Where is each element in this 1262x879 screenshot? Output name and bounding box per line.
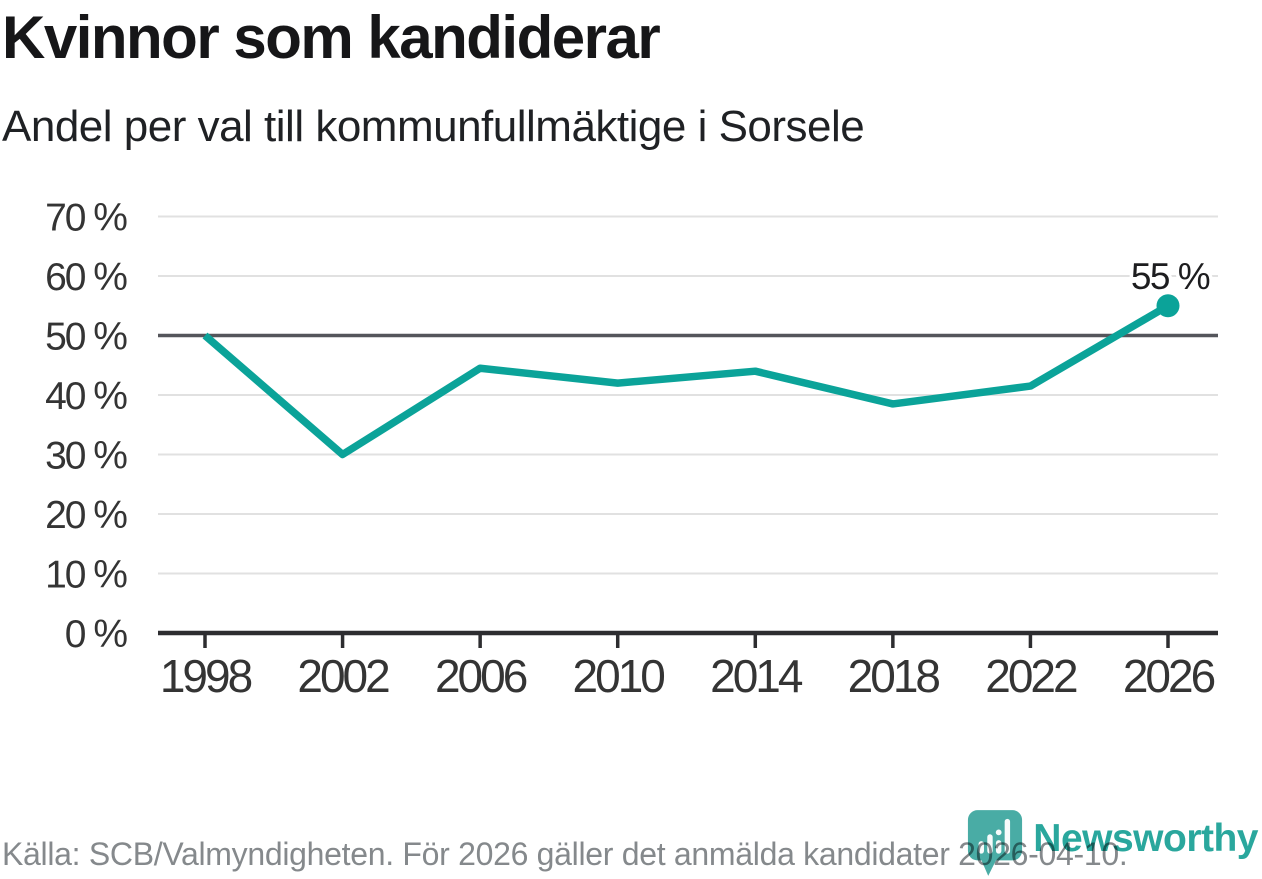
x-tick-label: 2018 xyxy=(848,650,940,702)
chart-title: Kvinnor som kandiderar xyxy=(2,4,661,71)
chart-subtitle: Andel per val till kommunfullmäktige i S… xyxy=(2,102,865,151)
x-tick-label: 2026 xyxy=(1123,650,1215,702)
data-line xyxy=(202,302,1170,459)
x-tick-label: 2010 xyxy=(573,650,665,702)
y-tick-label: 50 % xyxy=(45,316,127,359)
y-tick-label: 10 % xyxy=(45,554,127,597)
x-tick-label: 2022 xyxy=(985,650,1077,702)
newsworthy-wordmark: Newsworthy xyxy=(1033,817,1258,860)
x-tick-label: 2006 xyxy=(435,650,527,702)
x-tick-label: 2014 xyxy=(710,650,803,702)
x-tick-label: 1998 xyxy=(160,650,252,702)
end-value-label: 55 % xyxy=(1131,256,1210,297)
newsworthy-bubble-icon xyxy=(968,810,1023,876)
y-tick-label: 30 % xyxy=(45,435,127,478)
x-tick-label: 2002 xyxy=(297,650,389,702)
line-chart: 0 % 10 % 20 % 30 % 40 % 50 % 60 % 70 % 1998 2002 2… xyxy=(0,195,1262,710)
y-tick-label: 70 % xyxy=(45,197,127,240)
y-tick-label: 60 % xyxy=(45,256,127,299)
last-point-marker xyxy=(1156,294,1180,318)
y-tick-label: 40 % xyxy=(45,375,127,418)
y-tick-label: 20 % xyxy=(45,494,127,537)
y-tick-label: 0 % xyxy=(65,613,128,656)
source-note: Källa: SCB/Valmyndigheten. För 2026 gäll… xyxy=(2,836,1128,872)
line-chart-canvas: 0 % 10 % 20 % 30 % 40 % 50 % 60 % 70 % 1998 2002 2… xyxy=(45,197,1218,702)
newsworthy-logo: Newsworthy xyxy=(966,808,1258,879)
